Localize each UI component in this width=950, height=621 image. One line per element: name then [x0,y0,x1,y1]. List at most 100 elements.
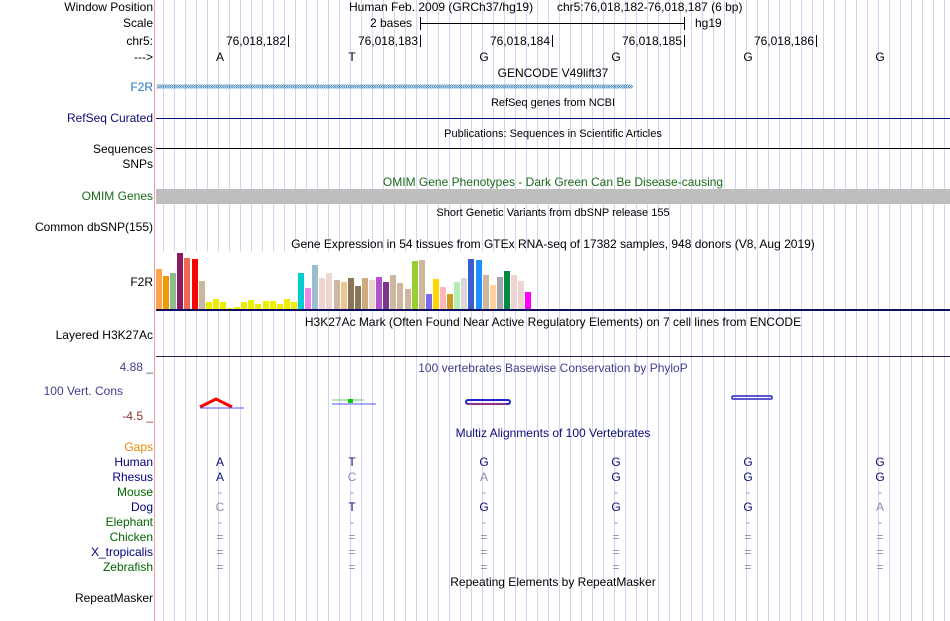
gtex-bar[interactable] [432,279,439,309]
gtex-bar[interactable] [496,277,503,309]
phylop-track-label[interactable]: 100 Vert. Cons [43,384,123,398]
gtex-bar[interactable] [156,269,162,309]
gtex-bar[interactable] [518,281,525,309]
gtex-bar[interactable] [411,261,418,309]
gtex-bar[interactable] [397,283,404,309]
publications-feature[interactable] [156,148,950,149]
phylop-graph[interactable] [156,390,950,415]
refseq-track-label[interactable]: RefSeq Curated [66,111,153,125]
dbsnp-track-label[interactable]: Common dbSNP(155) [34,220,153,234]
gtex-bar[interactable] [227,308,233,309]
gtex-bar[interactable] [454,282,461,309]
gtex-bar[interactable] [461,278,468,309]
gtex-bar[interactable] [241,302,248,309]
gtex-bar[interactable] [440,287,446,309]
gtex-bar-chart[interactable] [156,252,536,309]
scale-bar [420,23,684,24]
gencode-track-label[interactable]: F2R [130,80,153,94]
species-label-dog[interactable]: Dog [130,500,153,514]
gtex-bar[interactable] [290,302,297,309]
snps-track-label[interactable]: SNPs [122,157,153,171]
gtex-bar[interactable] [475,260,482,309]
gtex-bar[interactable] [404,289,411,309]
gtex-bar[interactable] [361,278,368,309]
gtex-bar[interactable] [525,292,532,309]
gtex-bar[interactable] [369,280,375,309]
species-label-rhesus[interactable]: Rhesus [112,470,153,484]
gtex-bar[interactable] [482,275,489,309]
alignment-base: - [746,515,750,529]
gtex-bar[interactable] [262,301,269,309]
sequences-track-label[interactable]: Sequences [92,142,153,156]
species-label-elephant[interactable]: Elephant [105,515,153,529]
h3k27ac-track-label[interactable]: Layered H3K27Ac [55,328,153,342]
species-label-zebrafish[interactable]: Zebrafish [102,560,153,574]
alignment-base: G [743,500,753,514]
gtex-bar[interactable] [489,285,496,309]
gtex-bar[interactable] [447,294,454,309]
gtex-bar[interactable] [333,280,340,309]
f2r-gene-feature[interactable]: ››››››››››››››››››››››››››››››››››››››››… [156,81,633,92]
species-label-chicken[interactable]: Chicken [109,530,153,544]
gtex-bar[interactable] [503,271,510,309]
omim-track-label[interactable]: OMIM Genes [81,189,153,203]
alignment-base: = [612,560,620,574]
gtex-bar[interactable] [234,307,241,309]
species-label-x_tropicalis[interactable]: X_tropicalis [90,545,153,559]
gtex-bar[interactable] [383,282,390,309]
gtex-bar[interactable] [248,300,255,309]
alignment-base: G [875,455,885,469]
gtex-title: Gene Expression in 54 tissues from GTEx … [291,237,815,251]
gtex-bar[interactable] [170,273,177,309]
phylop-mark [465,399,511,405]
gtex-bar[interactable] [184,258,191,309]
omim-feature[interactable] [156,189,950,204]
gtex-bar[interactable] [312,265,319,309]
gtex-bar[interactable] [255,304,262,309]
phylop-max: 4.88 _ [119,360,153,374]
species-label-mouse[interactable]: Mouse [116,485,153,499]
alignment-base: A [479,470,488,484]
gtex-bar[interactable] [219,302,226,309]
alignment-base: = [744,560,752,574]
gtex-bar[interactable] [425,294,432,309]
gtex-bar[interactable] [376,277,383,309]
refseq-feature[interactable] [156,118,950,119]
gtex-bar[interactable] [198,281,205,309]
alignment-base: - [614,515,618,529]
gtex-bar[interactable] [276,304,283,309]
gtex-bar[interactable] [418,260,425,309]
gtex-bar[interactable] [319,278,326,309]
h3k27ac-baseline [156,356,950,357]
gtex-bar[interactable] [177,253,184,309]
gtex-bar[interactable] [354,286,361,309]
gtex-bar[interactable] [326,273,333,309]
alignment-base: - [482,485,486,499]
gtex-bar[interactable] [305,288,312,309]
reference-base: A [215,50,224,64]
gtex-bar[interactable] [205,302,212,309]
alignment-base: = [876,530,884,544]
gtex-track-label[interactable]: F2R [130,275,153,289]
gtex-bar[interactable] [191,259,198,309]
gtex-bar[interactable] [212,299,219,309]
gtex-bar[interactable] [163,276,170,309]
alignment-base: = [216,530,224,544]
h3k27ac-title: H3K27Ac Mark (Often Found Near Active Re… [304,315,802,329]
gtex-bar[interactable] [390,275,397,309]
gtex-bar[interactable] [340,282,347,309]
gtex-bar[interactable] [283,299,290,309]
gtex-bar[interactable] [269,301,276,309]
gtex-bar[interactable] [511,275,517,309]
gtex-bar[interactable] [468,259,475,309]
alignment-base: A [215,470,224,484]
ruler-label: 76,018,184 [489,34,550,48]
window-position-label: Window Position [64,0,153,14]
gtex-bar[interactable] [298,273,304,309]
alignment-base: G [611,470,621,484]
gtex-bar[interactable] [347,278,354,309]
repeatmasker-track-label[interactable]: RepeatMasker [74,591,153,605]
species-label-human[interactable]: Human [114,455,153,469]
alignment-base: - [218,515,222,529]
